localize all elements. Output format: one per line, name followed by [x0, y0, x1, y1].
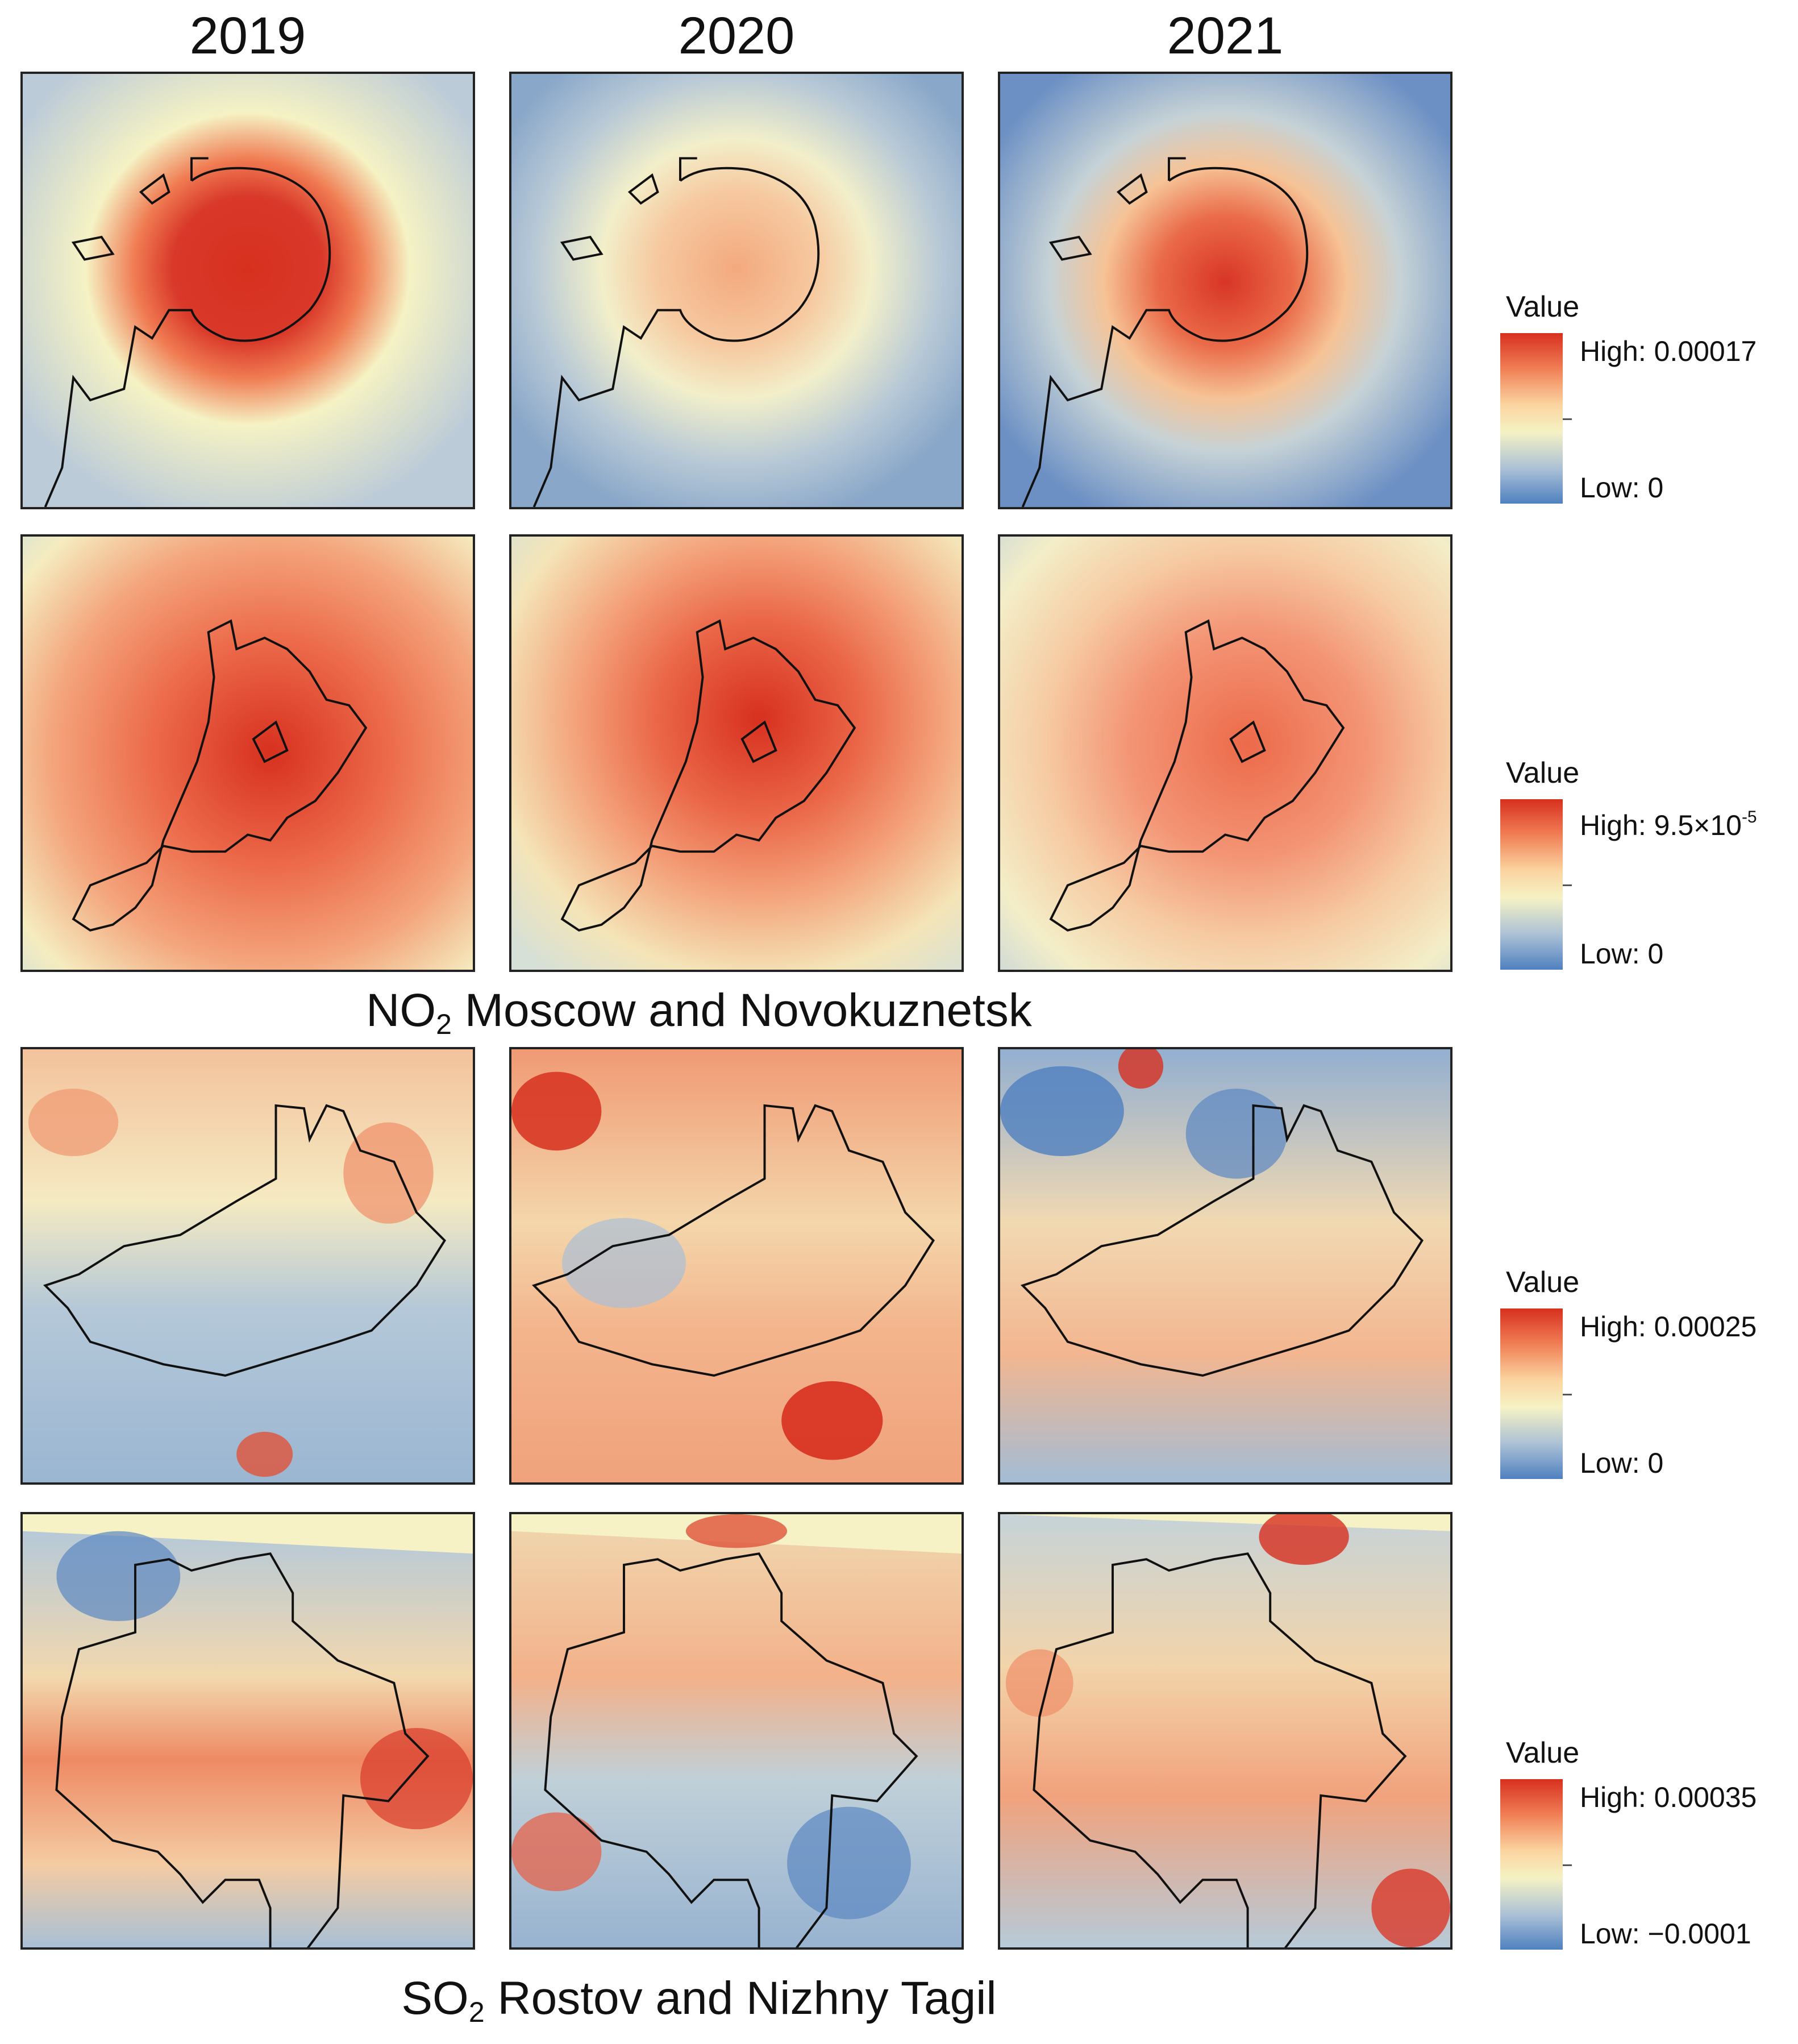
- legend-color-ramp: [1500, 1308, 1563, 1479]
- novokuznetsk-boundary: [72, 619, 368, 932]
- map-moscow-2020: [509, 72, 964, 509]
- caption-so2: SO2 Rostov and Nizhny Tagil: [159, 1970, 1239, 2041]
- legend-tick: [1563, 1394, 1572, 1395]
- year-header-2021: 2021: [1167, 7, 1284, 65]
- year-header-2019: 2019: [189, 7, 306, 65]
- caption-so2-subscript: 2: [468, 1996, 485, 2028]
- legend-high-label: High: 0.00017: [1580, 335, 1757, 367]
- year-header-2020: 2020: [678, 7, 795, 65]
- legend-nizhny-tagil: Value High: 0.00035 Low: −0.0001: [1500, 1736, 1796, 1963]
- legend-title: Value: [1506, 1736, 1580, 1769]
- caption-no2-gas: NO: [366, 984, 436, 1036]
- legend-novokuznetsk: Value High: 9.5×10-5 Low: 0: [1500, 756, 1796, 983]
- moscow-boundary: [44, 157, 331, 507]
- map-rostov-2019: [20, 1047, 475, 1485]
- nizhny-tagil-boundary: [55, 1552, 430, 1947]
- caption-no2-subscript: 2: [436, 1008, 452, 1040]
- map-novokuznetsk-2021: [998, 534, 1452, 972]
- legend-low-label: Low: 0: [1580, 1447, 1664, 1479]
- legend-title: Value: [1506, 757, 1580, 790]
- map-moscow-2021: [998, 72, 1452, 509]
- map-nizhny-tagil-2019: [20, 1512, 475, 1950]
- legend-tick: [1563, 418, 1572, 420]
- map-nizhny-tagil-2020: [509, 1512, 964, 1950]
- map-nizhny-tagil-2021: [998, 1512, 1452, 1950]
- map-novokuznetsk-2020: [509, 534, 964, 972]
- legend-color-ramp: [1500, 799, 1563, 970]
- legend-high-label: High: 0.00025: [1580, 1311, 1757, 1343]
- legend-title: Value: [1506, 1266, 1580, 1299]
- legend-high-prefix: High: 9.5×10: [1580, 809, 1742, 841]
- map-moscow-2019: [20, 72, 475, 509]
- legend-tick: [1563, 884, 1572, 886]
- legend-low-label: Low: 0: [1580, 938, 1664, 970]
- rostov-boundary: [43, 1104, 447, 1377]
- legend-color-ramp: [1500, 1779, 1563, 1950]
- caption-so2-gas: SO: [401, 1972, 469, 2024]
- legend-low-label: Low: −0.0001: [1580, 1918, 1751, 1950]
- legend-title: Value: [1506, 290, 1580, 323]
- map-novokuznetsk-2019: [20, 534, 475, 972]
- caption-no2: NO2 Moscow and Novokuznetsk: [159, 982, 1239, 1053]
- map-rostov-2020: [509, 1047, 964, 1485]
- legend-rostov: Value High: 0.00025 Low: 0: [1500, 1265, 1796, 1493]
- legend-high-label: High: 9.5×10-5: [1580, 800, 1757, 842]
- caption-so2-cities: Rostov and Nizhny Tagil: [497, 1972, 997, 2024]
- legend-moscow: Value High: 0.00017 Low: 0: [1500, 290, 1796, 517]
- legend-high-exponent: -5: [1741, 808, 1757, 826]
- legend-low-label: Low: 0: [1580, 472, 1664, 504]
- caption-no2-cities: Moscow and Novokuznetsk: [464, 984, 1032, 1036]
- legend-color-ramp: [1500, 333, 1563, 504]
- legend-high-label: High: 0.00035: [1580, 1781, 1757, 1813]
- map-rostov-2021: [998, 1047, 1452, 1485]
- legend-tick: [1563, 1864, 1572, 1866]
